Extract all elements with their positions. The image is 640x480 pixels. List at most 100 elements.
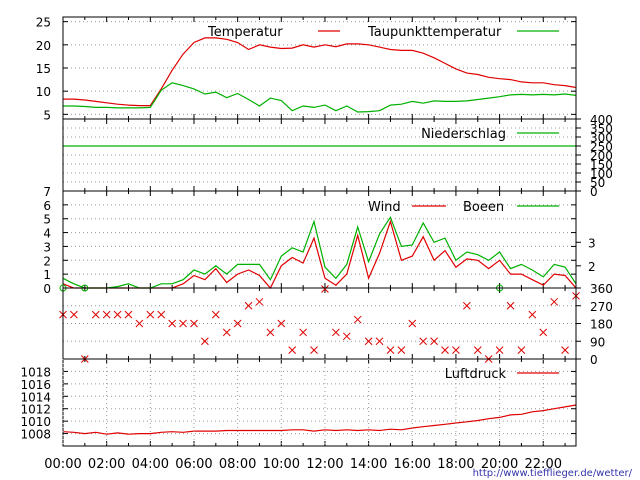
wind-direction-mark [70, 310, 78, 319]
y-tick-label: 1 [43, 268, 51, 282]
wind-direction-point [353, 315, 362, 324]
wind-direction-mark [364, 337, 373, 346]
series-line-luftdruck [62, 404, 577, 435]
wind-direction-mark [462, 301, 471, 310]
y-tick-label: 1014 [20, 390, 51, 404]
wind-direction-point [124, 310, 133, 319]
wind-direction-point [441, 346, 449, 354]
wind-direction-mark [135, 319, 144, 328]
wind-direction-point [266, 328, 275, 337]
legend-label: Niederschlag [421, 127, 506, 142]
y-tick-label: 15 [36, 62, 51, 76]
y-tick-label: 3 [43, 240, 51, 254]
wind-direction-point [70, 310, 78, 319]
y-tick-label: 5 [43, 213, 51, 227]
legend-label: Temperatur [207, 25, 283, 40]
wind-direction-mark [342, 332, 351, 341]
wind-direction-mark [506, 301, 515, 310]
x-tick-label: 12:00 [306, 457, 343, 472]
wind-direction-point [364, 337, 373, 346]
wind-direction-mark [495, 346, 504, 354]
y-tick-label: 6 [43, 199, 51, 213]
legend-label: Wind [368, 200, 401, 215]
y-tick-label: 3 [588, 236, 596, 250]
wind-direction-mark [561, 346, 569, 354]
wind-direction-mark [124, 310, 133, 319]
wind-direction-point [91, 310, 100, 319]
wind-direction-mark [408, 319, 417, 328]
y-tick-label: 300 [590, 131, 613, 145]
wind-direction-point [211, 310, 220, 319]
wind-direction-mark [146, 310, 155, 319]
wind-direction-mark [168, 319, 177, 328]
series-line-temperatur [63, 37, 577, 107]
wind-direction-point [452, 346, 460, 354]
wind-direction-point [375, 337, 384, 346]
wind-direction-mark [441, 346, 449, 354]
wind-direction-point [102, 310, 111, 319]
wind-direction-point [342, 332, 351, 341]
wind-direction-mark [528, 310, 537, 319]
y-tick-label: 7 [43, 185, 51, 199]
wind-direction-mark [310, 346, 318, 354]
y-tick-label: 5 [43, 108, 51, 122]
wind-direction-mark [386, 346, 395, 354]
wind-direction-point [288, 346, 297, 354]
y-tick-label: 1008 [20, 428, 51, 442]
x-tick-label: 02:00 [88, 457, 125, 472]
wind-direction-point [168, 319, 177, 328]
y-tick-label: 150 [590, 158, 613, 172]
wind-direction-mark [255, 297, 264, 306]
wind-direction-point [310, 346, 318, 354]
wind-direction-mark [211, 310, 220, 319]
y-tick-label: 1012 [20, 403, 51, 417]
wind-direction-point [550, 297, 559, 306]
wind-direction-point [517, 346, 526, 354]
y-tick-label: 1018 [20, 365, 51, 379]
y-tick-label: 90 [590, 335, 605, 349]
panel-frame [62, 358, 577, 447]
wind-direction-mark [190, 319, 198, 328]
y-tick-label: 360 [590, 282, 613, 296]
source-url: http://www.tiefflieger.de/wetter/ [473, 468, 633, 479]
wind-direction-mark [102, 310, 111, 319]
legend-label: Luftdruck [445, 367, 507, 382]
x-tick-label: 18:00 [437, 457, 474, 472]
wind-direction-mark [266, 328, 275, 337]
wind-direction-point [462, 301, 471, 310]
wind-direction-point [473, 346, 482, 354]
y-tick-label: 0 [590, 185, 598, 199]
x-tick-label: 06:00 [175, 457, 212, 472]
wind-direction-point [386, 346, 395, 354]
wind-direction-mark [179, 319, 187, 328]
wind-direction-mark [288, 346, 297, 354]
wind-direction-mark [201, 337, 209, 346]
wind-direction-point [244, 301, 253, 310]
wind-direction-point [222, 328, 231, 337]
wind-direction-mark [244, 301, 253, 310]
y-tick-label: 0 [43, 282, 51, 296]
wind-direction-point [179, 319, 187, 328]
wind-direction-mark [299, 328, 307, 337]
wind-direction-point [321, 285, 329, 293]
y-tick-label: 1010 [20, 415, 51, 429]
y-tick-label: 0 [590, 353, 598, 367]
wind-direction-mark [113, 310, 122, 319]
wind-direction-point [419, 337, 428, 346]
y-tick-label: 25 [36, 16, 51, 30]
wind-direction-mark [91, 310, 100, 319]
wind-direction-point [255, 297, 264, 306]
wind-direction-mark [473, 346, 482, 354]
x-tick-label: 20:00 [481, 457, 518, 472]
x-tick-label: 08:00 [219, 457, 256, 472]
wind-direction-mark [539, 328, 548, 337]
wind-direction-mark [157, 310, 166, 319]
wind-direction-mark [222, 328, 231, 337]
wind-direction-point [135, 319, 144, 328]
wind-direction-point [157, 310, 166, 319]
wind-direction-mark [332, 328, 340, 337]
x-tick-label: 04:00 [132, 457, 169, 472]
